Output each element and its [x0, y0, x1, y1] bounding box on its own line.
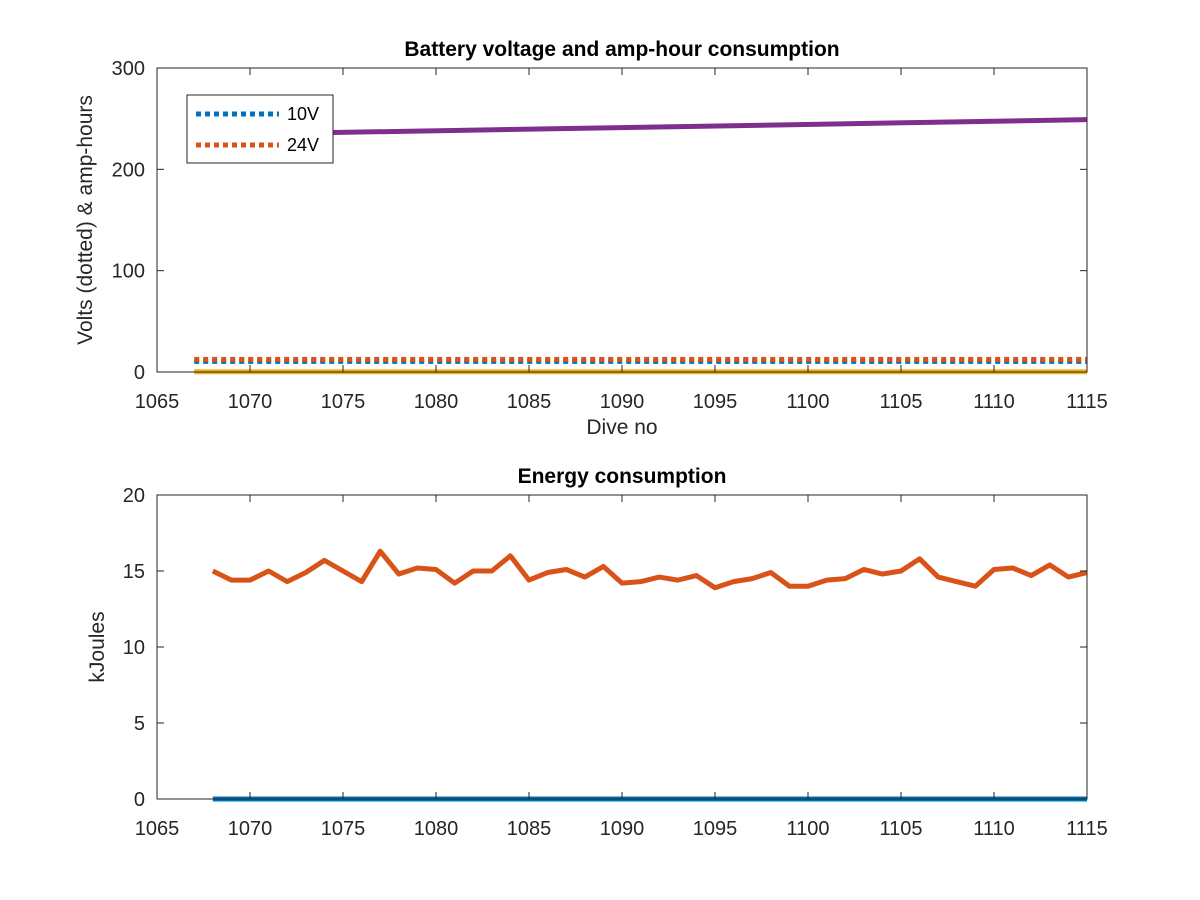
x-tick-label: 1080 [414, 391, 459, 413]
y-tick-label: 0 [134, 362, 145, 384]
x-tick-label: 1065 [135, 391, 180, 413]
battery-y-axis-label: Volts (dotted) & amp-hours [74, 95, 97, 345]
legend-box [186, 94, 334, 164]
energy-chart-title: Energy consumption [518, 465, 727, 488]
x-tick-label: 1115 [1066, 818, 1108, 840]
y-tick-label: 0 [134, 789, 145, 811]
energy-axes-frame [156, 494, 1088, 800]
x-tick-label: 1065 [135, 818, 180, 840]
x-tick-label: 1115 [1066, 391, 1108, 413]
x-tick-label: 1075 [321, 818, 366, 840]
energy-y-axis-label: kJoules [86, 611, 109, 682]
legend-label-24v: 24V [287, 135, 319, 155]
battery-chart-title: Battery voltage and amp-hour consumption [404, 38, 839, 61]
x-tick-label: 1085 [507, 391, 552, 413]
energy-lines [211, 548, 1088, 802]
y-tick-label: 15 [123, 561, 145, 583]
energy-chart: 1065 1070 1075 1080 1085 1090 1095 1100 1105 1110… [86, 465, 1108, 840]
x-tick-label: 1110 [973, 818, 1015, 840]
energy-ticks: 1065 1070 1075 1080 1085 1090 1095 1100 1105 1110… [123, 485, 1108, 840]
x-tick-label: 1105 [879, 391, 922, 413]
legend-label-10v: 10V [287, 104, 319, 124]
y-tick-label: 20 [123, 485, 145, 507]
battery-legend: 10V 24V [186, 94, 334, 164]
x-tick-label: 1100 [786, 818, 829, 840]
x-tick-label: 1070 [228, 818, 273, 840]
x-tick-label: 1080 [414, 818, 459, 840]
x-tick-label: 1095 [693, 818, 738, 840]
x-tick-label: 1070 [228, 391, 273, 413]
x-tick-label: 1110 [973, 391, 1015, 413]
x-tick-label: 1090 [600, 818, 645, 840]
x-tick-label: 1075 [321, 391, 366, 413]
series-line-0-2 [194, 117, 1088, 138]
x-tick-label: 1090 [600, 391, 645, 413]
battery-chart: 1065 1070 1075 1080 1085 1090 1095 1100 1105 1110… [74, 38, 1108, 439]
y-tick-label: 10 [123, 637, 145, 659]
battery-ticks: 1065 1070 1075 1080 1085 1090 1095 1100 1105 1110… [112, 58, 1108, 413]
x-tick-label: 1105 [879, 818, 922, 840]
series-line-1-1 [211, 548, 1088, 591]
y-tick-label: 100 [112, 261, 145, 283]
x-tick-label: 1100 [786, 391, 829, 413]
y-tick-label: 5 [134, 713, 145, 735]
y-tick-label: 300 [112, 58, 145, 80]
battery-x-axis-label: Dive no [586, 416, 657, 439]
x-tick-label: 1095 [693, 391, 738, 413]
y-tick-label: 200 [112, 159, 145, 181]
x-tick-label: 1085 [507, 818, 552, 840]
